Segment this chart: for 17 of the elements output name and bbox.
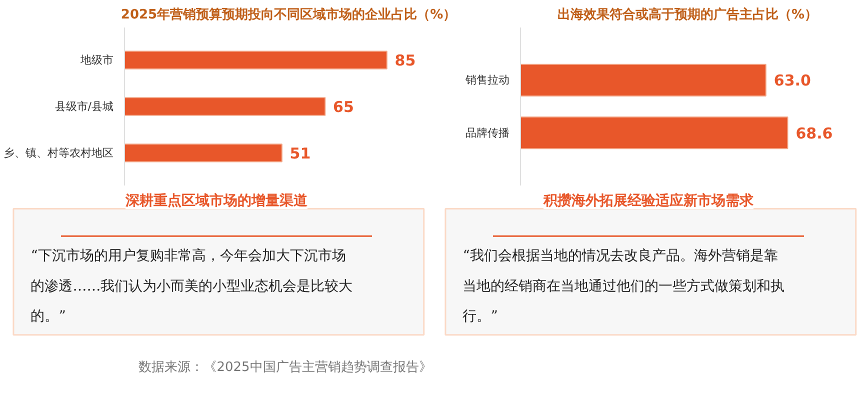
y-tick-label: 品牌传播 — [466, 126, 510, 140]
chart-title: 出海效果符合或高于预期的广告主占比（%） — [557, 6, 818, 22]
text: “我们会根据当地的情况去改良产品。海外营销是靠当地的经销商在当地通过他们的一些方式做策划和执行。” — [462, 248, 785, 325]
y-tick-label: 县级市/县城 — [54, 100, 114, 113]
text: 积攒海外拓展经验适应新市场需求 — [542, 192, 754, 210]
text: 深耕重点区域市场的增量渠道 — [124, 192, 308, 210]
y-tick-label: 销售拉动 — [464, 74, 510, 87]
data-label: 51 — [290, 144, 311, 162]
data-label: 85 — [394, 52, 416, 70]
source-note: 数据来源：《2025中国广告主营销趋势调查报告》 — [138, 359, 432, 375]
chart-title: 2025年营销预算预期投向不同区域市场的企业占比（%） — [120, 6, 456, 22]
data-label: 63.0 — [774, 72, 811, 90]
data-label: 68.6 — [796, 124, 833, 142]
y-tick-label: 乡、镇、村等农村地区 — [4, 146, 114, 160]
y-tick-label: 地级市 — [80, 54, 114, 67]
text: “下沉市场的用户复购非常高，今年会加大下沉市场的渗透……我们认为小而美的小型业态机会是比较大的。” — [30, 248, 353, 325]
data-label: 65 — [333, 98, 354, 116]
